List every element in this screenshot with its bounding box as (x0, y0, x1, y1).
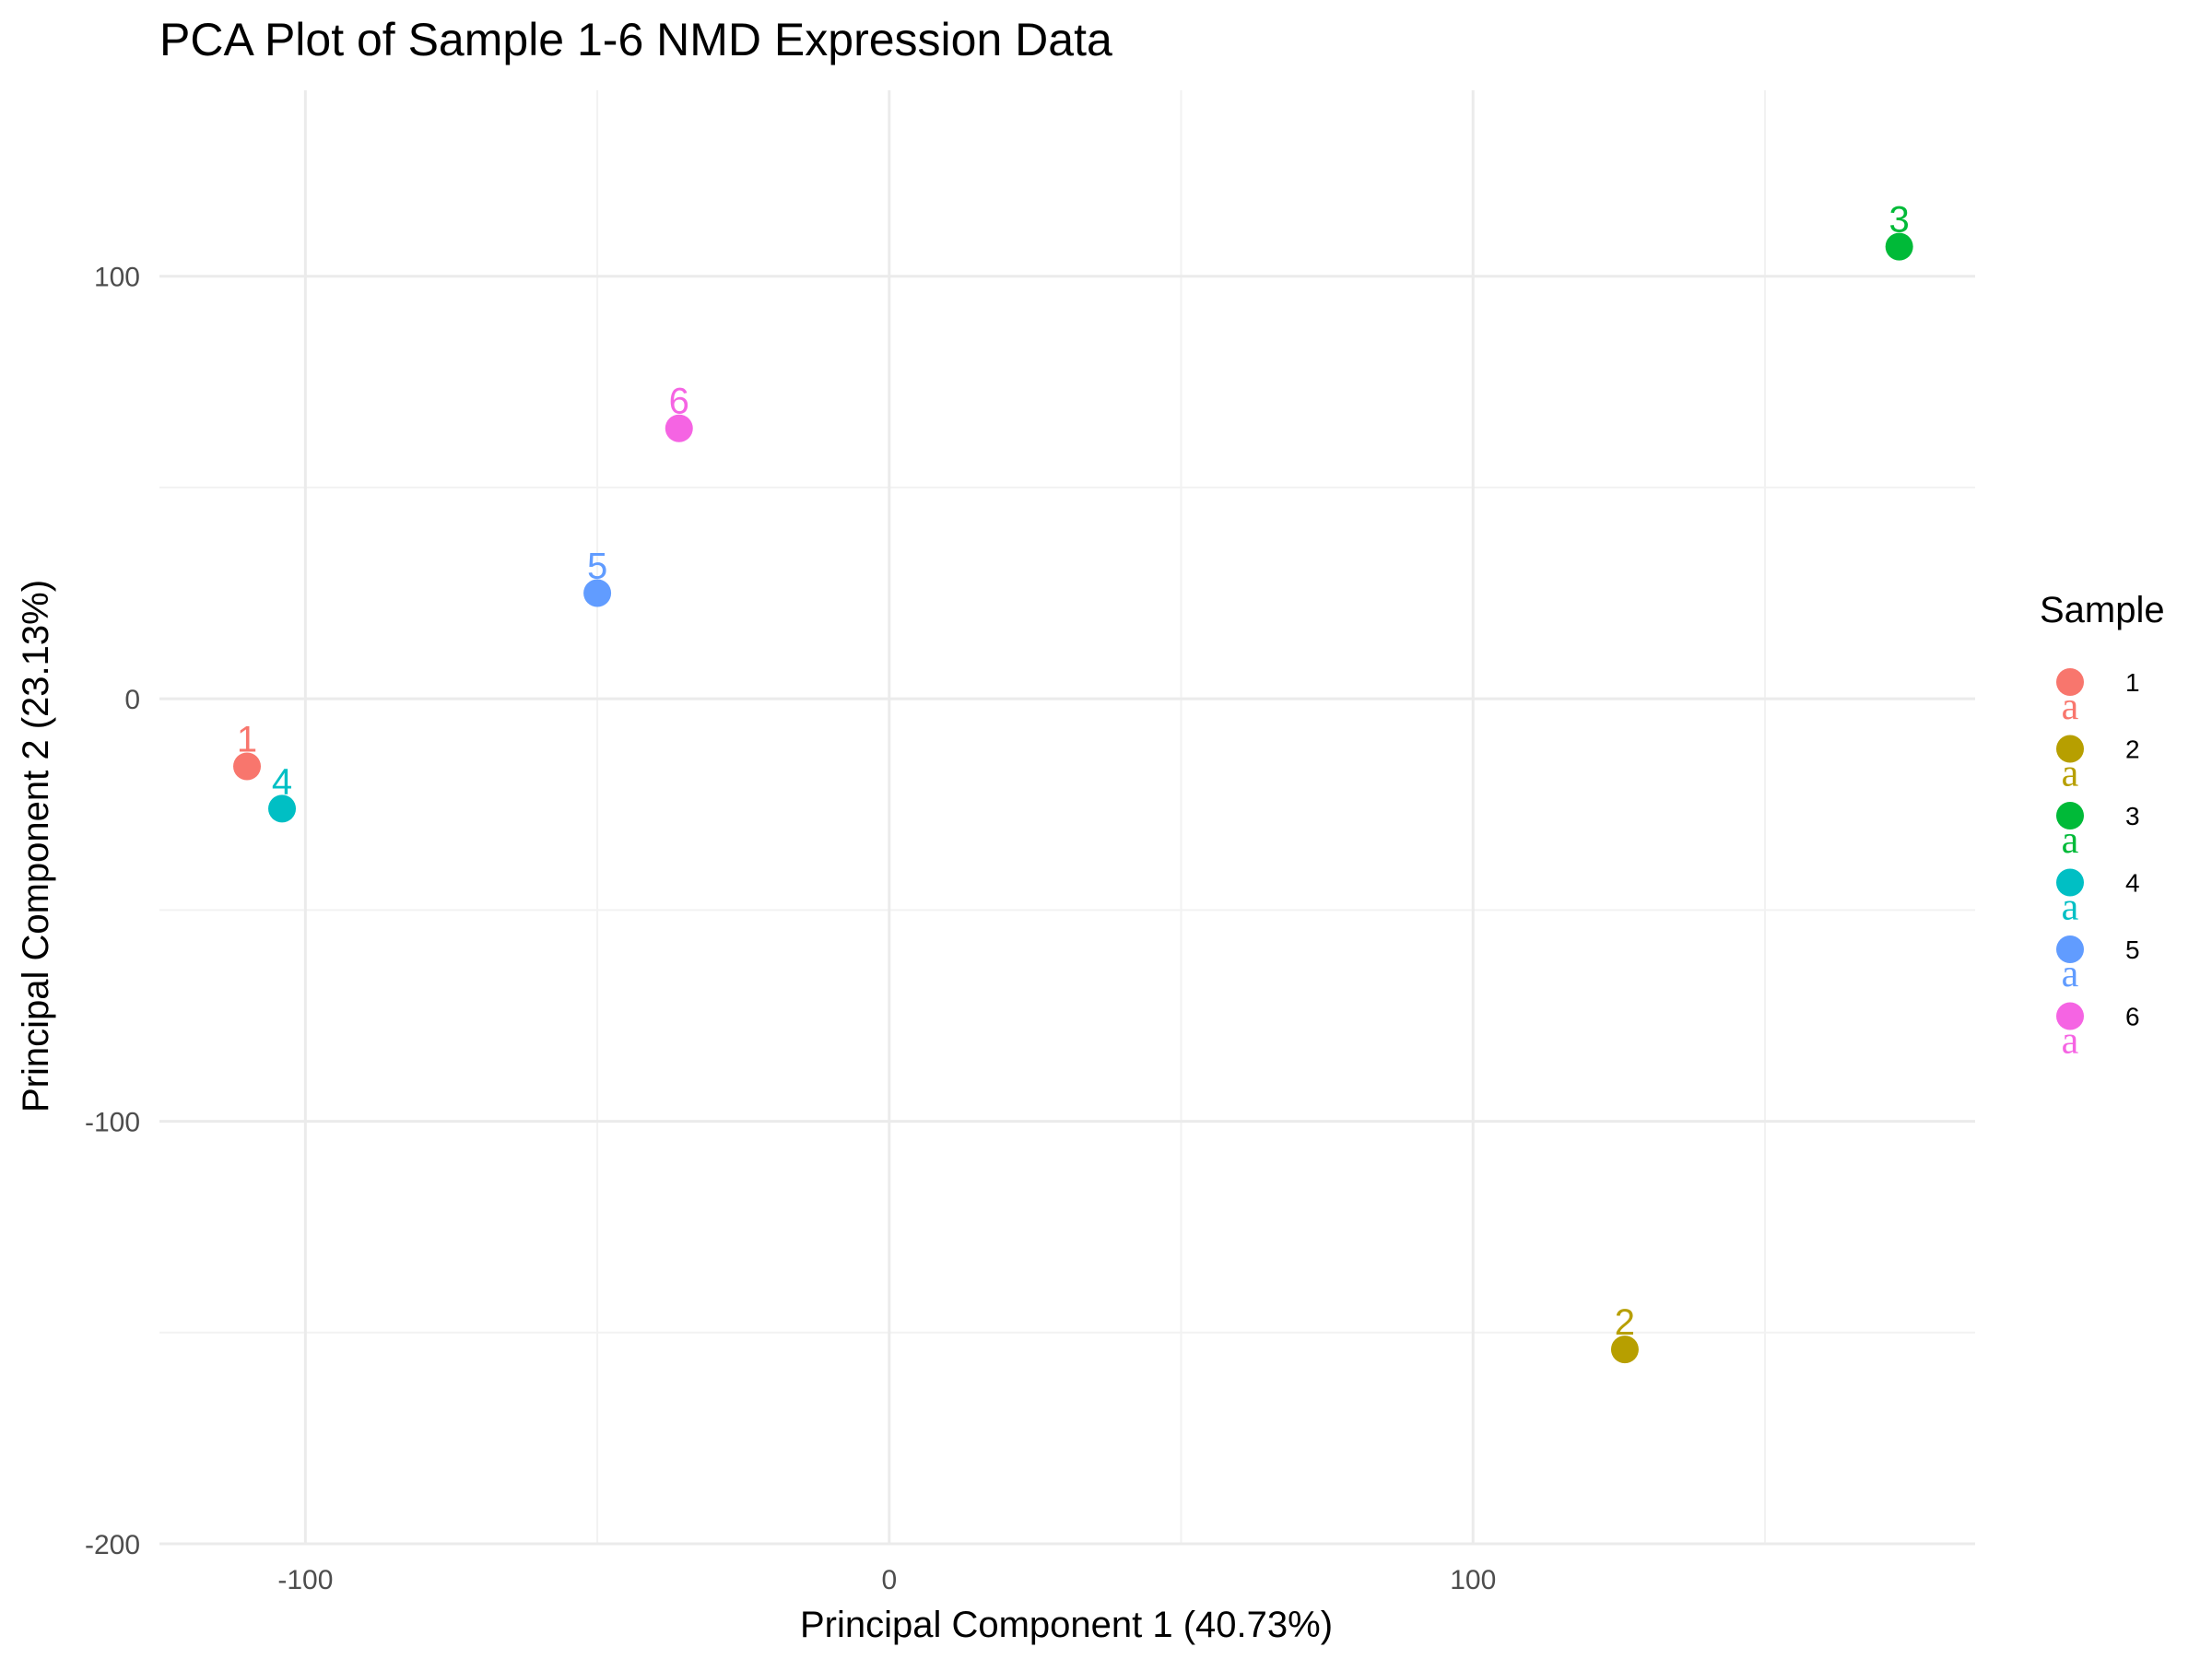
legend-key-text: a (2062, 819, 2079, 862)
legend-key-point (2056, 668, 2084, 696)
chart-title: PCA Plot of Sample 1-6 NMD Expression Da… (159, 14, 1112, 65)
x-axis-title: Principal Component 1 (40.73%) (800, 1605, 1333, 1645)
legend-label: 6 (2125, 1003, 2140, 1031)
legend-label: 3 (2125, 802, 2140, 830)
legend-key-text: a (2062, 1020, 2079, 1063)
legend-key-point (2056, 868, 2084, 897)
legend-title: Sample (2040, 590, 2165, 630)
x-axis-ticks: -100 0 100 (277, 1565, 1496, 1595)
data-point-label: 4 (272, 761, 292, 802)
legend-key-text: a (2062, 953, 2079, 995)
legend-label: 4 (2125, 869, 2140, 898)
data-point-label: 3 (1889, 200, 1910, 241)
y-tick-label: 0 (124, 685, 140, 715)
x-tick-label: -100 (277, 1565, 333, 1595)
data-point (665, 414, 693, 442)
legend-label: 5 (2125, 935, 2140, 964)
data-point (1610, 1335, 1639, 1364)
data-point (1885, 232, 1913, 261)
data-points: 1 2 3 4 5 6 (233, 200, 1913, 1364)
legend-label: 1 (2125, 668, 2140, 697)
legend: Sample a 1 a 2 a 3 a 4 a 5 a 6 (2040, 590, 2165, 1063)
data-point-label: 6 (669, 382, 689, 422)
legend-key-point (2056, 935, 2084, 963)
legend-key-text: a (2062, 887, 2079, 929)
data-point (583, 579, 612, 607)
plot-grid (159, 90, 1975, 1546)
legend-key-text: a (2062, 753, 2079, 795)
legend-label: 2 (2125, 735, 2140, 764)
data-point-label: 5 (587, 547, 607, 587)
y-tick-label: -200 (85, 1530, 140, 1560)
y-tick-label: -100 (85, 1108, 140, 1138)
data-point-label: 2 (1615, 1302, 1635, 1343)
data-point-label: 1 (237, 719, 257, 759)
y-tick-label: 100 (94, 263, 140, 293)
y-axis-ticks: -200 -100 0 100 (85, 263, 140, 1560)
legend-key-point (2056, 735, 2084, 763)
legend-key-text: a (2062, 686, 2079, 728)
legend-key-point (2056, 1002, 2084, 1030)
x-tick-label: 100 (1450, 1565, 1496, 1595)
data-point (268, 794, 297, 823)
x-tick-label: 0 (881, 1565, 897, 1595)
data-point (233, 752, 262, 781)
legend-key-point (2056, 802, 2084, 830)
y-axis-title: Principal Component 2 (23.13%) (16, 580, 56, 1112)
